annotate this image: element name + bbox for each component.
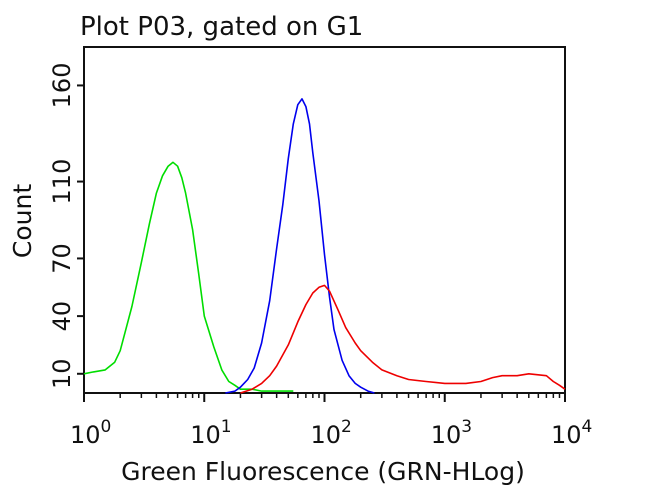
series-layer [83, 98, 566, 394]
y-tick-label: 110 [48, 159, 76, 205]
series-line-3 [240, 284, 566, 394]
y-axis-ticks: 10 40 70 110 160 [48, 63, 84, 390]
x-tick-label: 101 [190, 417, 231, 449]
series-line-1 [83, 161, 294, 392]
chart-title: Plot P03, gated on G1 [80, 12, 363, 42]
plot-frame [83, 46, 566, 394]
x-tick-label: 104 [551, 417, 592, 449]
y-axis-label: Count [8, 184, 37, 258]
x-axis-label: Green Fluorescence (GRN-HLog) [121, 457, 525, 486]
x-tick-label: 102 [311, 417, 352, 449]
y-tick-label: 160 [48, 63, 76, 109]
y-tick-label: 10 [48, 359, 76, 390]
y-tick-label: 40 [48, 301, 76, 332]
x-tick-label: 103 [431, 417, 472, 449]
x-tick-label: 100 [70, 417, 111, 449]
y-tick-label: 70 [48, 243, 76, 274]
x-axis-ticks: 100 101 102 103 104 [70, 393, 592, 449]
series-line-2 [225, 98, 375, 394]
